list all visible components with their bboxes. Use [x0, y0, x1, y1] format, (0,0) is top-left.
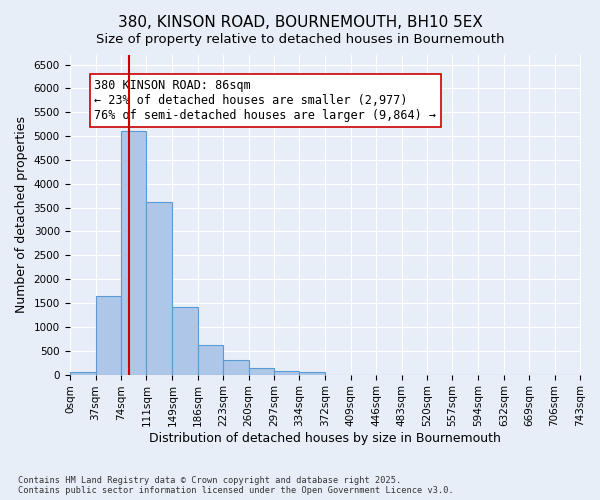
- Text: 380, KINSON ROAD, BOURNEMOUTH, BH10 5EX: 380, KINSON ROAD, BOURNEMOUTH, BH10 5EX: [118, 15, 482, 30]
- Bar: [70, 372, 95, 374]
- Bar: [95, 296, 121, 374]
- Bar: [172, 307, 198, 374]
- X-axis label: Distribution of detached houses by size in Bournemouth: Distribution of detached houses by size …: [149, 432, 501, 445]
- Bar: [248, 368, 274, 374]
- Bar: [121, 132, 146, 374]
- Bar: [274, 371, 299, 374]
- Y-axis label: Number of detached properties: Number of detached properties: [15, 116, 28, 314]
- Text: Size of property relative to detached houses in Bournemouth: Size of property relative to detached ho…: [96, 32, 504, 46]
- Bar: [146, 202, 172, 374]
- Text: 380 KINSON ROAD: 86sqm
← 23% of detached houses are smaller (2,977)
76% of semi-: 380 KINSON ROAD: 86sqm ← 23% of detached…: [94, 79, 436, 122]
- Bar: [299, 372, 325, 374]
- Bar: [223, 360, 248, 374]
- Text: Contains HM Land Registry data © Crown copyright and database right 2025.
Contai: Contains HM Land Registry data © Crown c…: [18, 476, 454, 495]
- Bar: [198, 345, 223, 374]
